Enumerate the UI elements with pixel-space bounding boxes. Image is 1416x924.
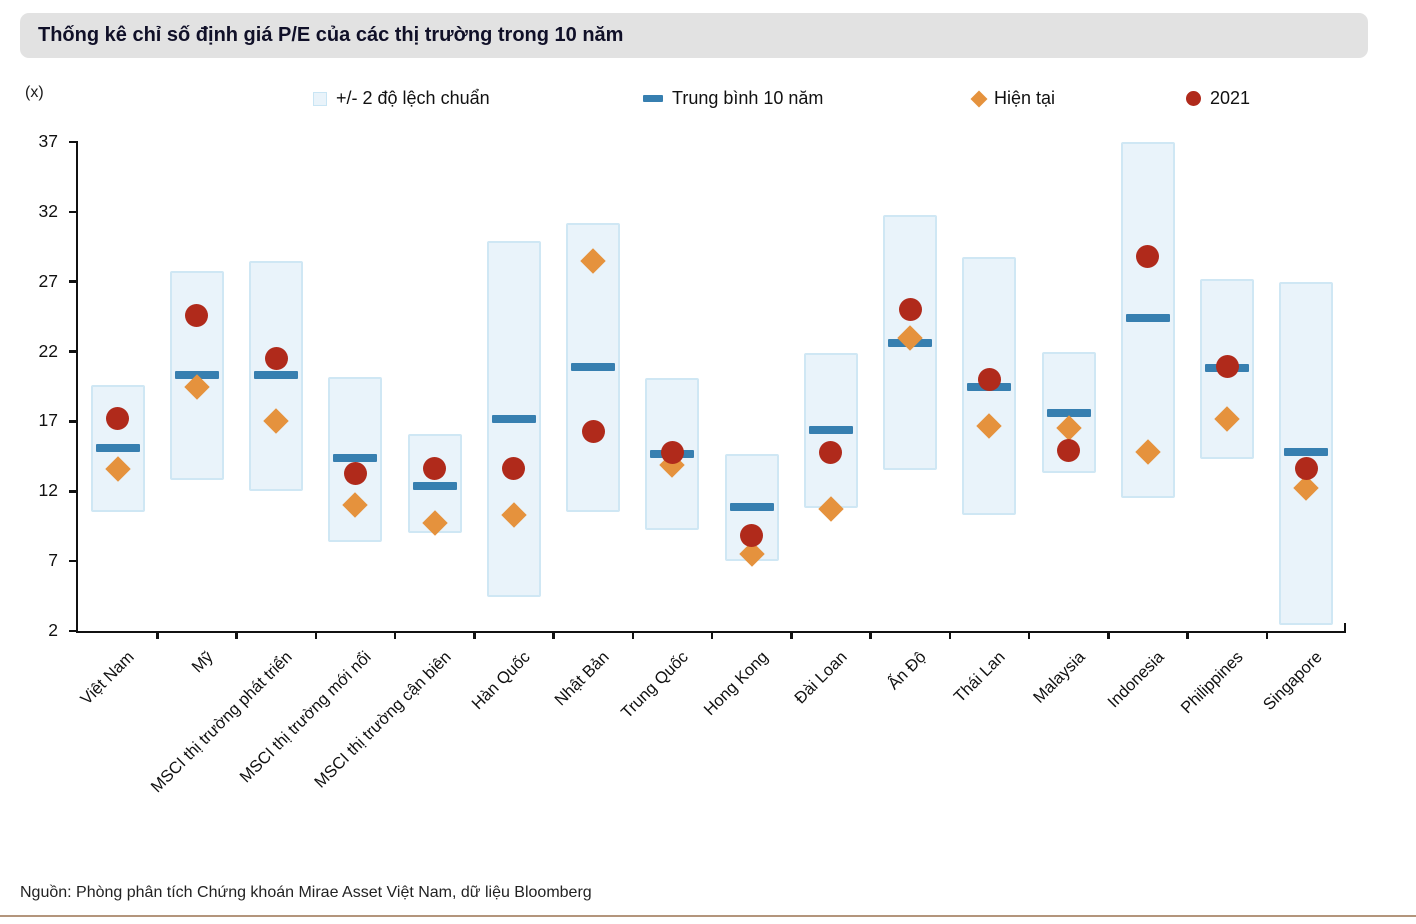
legend-item-band: +/- 2 độ lệch chuẩn xyxy=(313,88,490,109)
x-axis-label: Thái Lan xyxy=(950,648,1010,707)
x-tick xyxy=(393,631,397,639)
mean-dash xyxy=(491,414,536,423)
y-tick xyxy=(69,140,78,144)
source-note: Nguồn: Phòng phân tích Chứng khoán Mirae… xyxy=(20,884,592,901)
x-tick xyxy=(710,631,714,639)
x-tick xyxy=(948,631,951,639)
band-swatch-icon xyxy=(313,91,327,106)
x-axis-label: Hong Kong xyxy=(700,648,772,720)
x-tick xyxy=(1186,631,1189,639)
y-tick xyxy=(69,490,78,493)
footer-divider xyxy=(0,915,1416,917)
x-axis-label: MSCI thị trường cận biên xyxy=(310,648,455,792)
mean-dash-icon xyxy=(643,95,663,102)
x-axis-label: Mỹ xyxy=(188,648,217,677)
x-tick xyxy=(790,631,793,639)
y-tick xyxy=(69,210,78,214)
legend-item-current: Hiện tại xyxy=(970,88,1056,109)
x-axis-label: MSCI thị trường mới nổi xyxy=(236,648,376,787)
x-tick xyxy=(1027,631,1031,639)
circle-2021 xyxy=(423,457,447,481)
x-axis-label: Việt Nam xyxy=(76,648,138,709)
chart-title-bar: Thống kê chỉ số định giá P/E của các thị… xyxy=(20,13,1368,58)
mean-dash xyxy=(1046,409,1091,418)
circle-2021 xyxy=(740,524,764,548)
legend-label-2021: 2021 xyxy=(1210,88,1251,108)
y-tick-label: 27 xyxy=(38,270,58,291)
y-tick xyxy=(69,280,78,283)
circle-2021-icon xyxy=(1186,91,1201,106)
y-tick xyxy=(69,559,78,563)
circle-2021 xyxy=(1215,355,1239,379)
chart-title: Thống kê chỉ số định giá P/E của các thị… xyxy=(38,24,624,46)
x-axis-label: Nhật Bản xyxy=(551,648,613,710)
circle-2021 xyxy=(1294,457,1318,481)
mean-dash xyxy=(254,371,299,380)
mean-dash xyxy=(412,481,457,490)
x-axis-label: Đài Loan xyxy=(791,648,851,708)
x-axis-label: Indonesia xyxy=(1104,648,1168,712)
circle-2021 xyxy=(898,298,922,322)
circle-2021 xyxy=(1057,439,1081,463)
x-tick xyxy=(314,631,317,639)
current-diamond-icon xyxy=(970,90,988,107)
circle-2021 xyxy=(581,419,605,443)
circle-2021 xyxy=(343,461,367,485)
circle-2021 xyxy=(502,457,526,481)
circle-2021 xyxy=(1136,245,1160,269)
x-axis-end-stub xyxy=(1343,623,1346,631)
x-tick xyxy=(631,631,634,639)
mean-dash xyxy=(1284,448,1329,457)
y-tick-label: 32 xyxy=(38,200,58,221)
x-axis-label: Philippines xyxy=(1177,648,1247,718)
x-tick xyxy=(869,631,872,639)
circle-2021 xyxy=(185,303,209,327)
mean-dash xyxy=(333,453,378,462)
circle-2021 xyxy=(660,440,684,464)
x-tick xyxy=(1107,631,1110,639)
legend-label-mean: Trung bình 10 năm xyxy=(672,88,824,108)
y-tick-label: 12 xyxy=(38,480,58,501)
mean-dash xyxy=(1125,314,1170,323)
mean-dash xyxy=(571,362,616,371)
y-axis-unit-label: (x) xyxy=(25,84,44,101)
y-tick xyxy=(69,420,78,423)
y-tick-label: 7 xyxy=(48,550,58,571)
x-axis-label: Ấn Độ xyxy=(884,648,930,694)
x-tick xyxy=(552,631,555,639)
x-tick xyxy=(156,631,159,639)
x-tick xyxy=(473,631,476,639)
mean-dash xyxy=(95,443,140,452)
plot-area: 2 7 12 17 22 27 32 37 Việt Nam Mỹ MSCI thị trường … xyxy=(39,131,1346,796)
x-axis-label: Trung Quốc xyxy=(618,648,693,722)
legend-item-2021: 2021 xyxy=(1186,88,1250,109)
x-axis-label: Hàn Quốc xyxy=(468,648,534,714)
circle-2021 xyxy=(264,347,288,371)
circle-2021 xyxy=(819,440,843,464)
legend-item-mean: Trung bình 10 năm xyxy=(643,88,823,109)
legend-label-current: Hiện tại xyxy=(994,88,1056,108)
y-tick-label: 17 xyxy=(38,410,58,431)
y-tick-label: 22 xyxy=(38,340,58,361)
x-axis-label: Malaysia xyxy=(1029,648,1089,707)
x-axis-label: Singapore xyxy=(1260,648,1327,714)
y-tick xyxy=(69,350,78,353)
x-tick xyxy=(1265,631,1268,639)
y-tick-label: 37 xyxy=(38,131,58,151)
circle-2021 xyxy=(977,368,1001,391)
legend-label-band: +/- 2 độ lệch chuẩn xyxy=(336,88,490,108)
y-tick xyxy=(69,629,78,633)
y-tick-label: 2 xyxy=(48,620,58,640)
x-tick xyxy=(235,631,238,639)
mean-dash xyxy=(808,425,853,434)
circle-2021 xyxy=(106,407,130,431)
mean-dash xyxy=(729,502,774,511)
x-axis-label: MSCI thị trường phát triển xyxy=(147,648,296,797)
